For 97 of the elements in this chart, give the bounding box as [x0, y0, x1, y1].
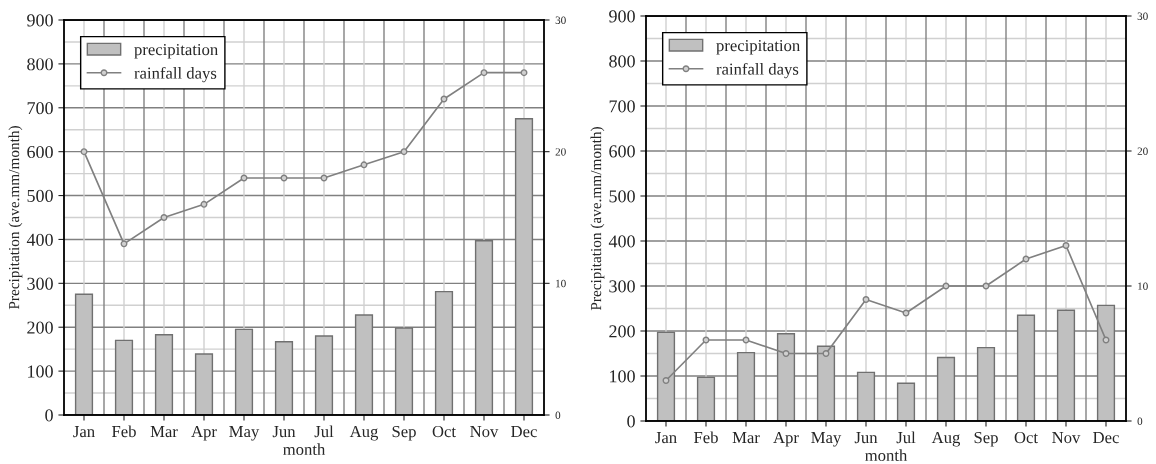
bar [154, 333, 174, 415]
y-tick-label: 300 [27, 277, 53, 290]
y-tick-label: 300 [609, 280, 635, 293]
y-tick-label: 700 [609, 100, 635, 113]
y2-tick-label: 10 [1138, 282, 1148, 290]
bar [696, 376, 716, 421]
x-tick-label: Feb [111, 425, 136, 438]
bar [514, 118, 534, 415]
bar [434, 290, 454, 415]
bar [1056, 309, 1076, 421]
point [80, 148, 88, 156]
point [1062, 242, 1070, 249]
point [200, 200, 208, 208]
y2-tick-label: 0 [555, 411, 561, 419]
x-axis-title: month [865, 449, 908, 462]
bar [354, 314, 374, 415]
bar [74, 293, 94, 415]
x-tick-label: Dec [1093, 432, 1119, 444]
bar [816, 345, 836, 421]
y-tick-label: 800 [609, 55, 635, 68]
y-axis-title: Precipitation (ave.mm/month) [590, 127, 605, 311]
y-tick-label: 600 [27, 145, 53, 159]
bar [474, 240, 494, 415]
bar [1016, 314, 1036, 421]
y2-tick-label: 30 [555, 16, 566, 24]
legend-label: precipitation [134, 43, 218, 59]
x-axis-title: month [283, 443, 326, 456]
y-axis-title: Precipitation (ave.mm/month) [8, 126, 23, 310]
point [400, 148, 408, 156]
y-tick-label: 100 [610, 370, 635, 383]
point [480, 69, 488, 77]
x-tick-label: Nov [1052, 432, 1081, 444]
point [822, 350, 830, 357]
y-tick-label: 0 [45, 409, 53, 422]
bar [896, 382, 916, 421]
y2-tick-label: 30 [1137, 12, 1148, 20]
y2-tick-label: 20 [555, 148, 566, 156]
y-tick-label: 500 [27, 189, 53, 202]
bar [1096, 304, 1116, 421]
y-tick-label: 900 [27, 14, 53, 27]
y-tick-label: 400 [26, 233, 53, 246]
y-tick-label: 600 [609, 145, 635, 158]
x-tick-label: Mar [732, 432, 760, 444]
bar [274, 341, 294, 415]
x-tick-label: Oct [432, 425, 456, 438]
x-tick-label: Feb [693, 431, 718, 444]
y-tick-label: 200 [609, 325, 635, 338]
y-tick-label: 900 [609, 10, 635, 23]
bar [736, 351, 756, 421]
point [120, 240, 128, 248]
point [662, 377, 670, 384]
bar [314, 335, 334, 415]
y2-tick-label: 10 [556, 279, 566, 288]
x-tick-label: Sep [974, 431, 998, 447]
bar [856, 371, 876, 421]
y-tick-label: 500 [609, 190, 635, 203]
x-tick-label: Jul [314, 425, 334, 438]
legend-label: rainfall days [134, 66, 217, 83]
y-tick-label: 0 [627, 415, 635, 428]
bar [776, 333, 796, 421]
x-tick-label: Apr [773, 431, 799, 447]
point [360, 161, 368, 169]
point [520, 69, 528, 77]
x-tick-label: Nov [470, 426, 499, 438]
x-tick-label: Jul [896, 431, 916, 444]
x-tick-label: May [229, 426, 260, 441]
x-tick-label: Aug [931, 431, 961, 447]
bar [976, 346, 996, 421]
point [160, 214, 168, 221]
bar [394, 327, 414, 415]
x-tick-label: May [811, 432, 842, 447]
bar [936, 356, 956, 421]
x-tick-label: Apr [191, 425, 217, 441]
bar [114, 339, 134, 415]
bar [656, 331, 676, 421]
point [862, 296, 870, 303]
legend-label: precipitation [716, 39, 800, 55]
y-tick-label: 800 [27, 58, 53, 71]
y-tick-label: 100 [28, 365, 53, 378]
x-tick-label: Mar [150, 426, 178, 438]
y-tick-label: 700 [27, 102, 53, 115]
y2-tick-label: 20 [1137, 147, 1148, 155]
x-tick-label: Sep [392, 425, 416, 441]
y-tick-label: 200 [27, 321, 53, 334]
y-tick-label: 400 [608, 235, 635, 248]
x-tick-label: Aug [349, 425, 379, 441]
x-tick-label: Jun [272, 426, 296, 438]
legend-label: rainfall days [716, 62, 799, 79]
y2-tick-label: 0 [1137, 417, 1143, 425]
x-tick-label: Oct [1014, 431, 1038, 444]
x-tick-label: Jan [73, 426, 95, 438]
bar [234, 328, 254, 415]
x-tick-label: Jun [854, 432, 878, 444]
point [782, 350, 790, 357]
x-tick-label: Jan [655, 432, 677, 444]
bar [194, 353, 214, 415]
x-tick-label: Dec [511, 426, 537, 438]
